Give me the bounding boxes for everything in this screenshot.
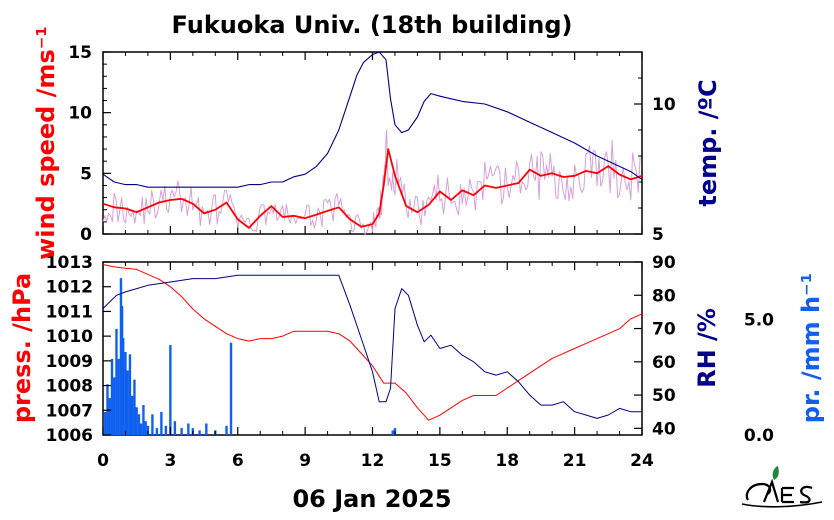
tick-labels: 0 3 6 9 12 15 18 21 2415105010510131012101110101…	[46, 43, 774, 471]
precip-bar	[115, 328, 118, 435]
y-tick-label: 10	[652, 95, 676, 115]
x-tick-label: 0	[97, 451, 109, 471]
precip-bar	[198, 430, 201, 435]
axis-ticks	[102, 51, 643, 436]
y-tick-label: 1006	[46, 426, 93, 446]
precip-bar	[104, 411, 107, 435]
x-tick-label: 21	[563, 451, 587, 471]
x-axis-label: 06 Jan 2025	[292, 485, 451, 513]
precip-bar	[146, 425, 150, 435]
institution-logo	[741, 466, 823, 508]
precip-bar	[113, 377, 116, 435]
pressure-axis-label: press. /hPa	[8, 273, 36, 423]
precip-bar	[124, 351, 127, 435]
precip-bar	[135, 407, 138, 435]
y-tick-label: 1011	[46, 302, 93, 322]
precip-bar	[122, 338, 125, 435]
y-tick-label: 1010	[46, 327, 93, 347]
series-lines	[102, 51, 643, 421]
x-tick-label: 24	[630, 451, 654, 471]
y-tick-label: 80	[652, 286, 676, 306]
precip-bar	[142, 405, 145, 435]
precip-bar	[137, 414, 141, 435]
precip-bar	[151, 414, 154, 435]
y-tick-label: 60	[652, 353, 676, 373]
x-tick-label: 9	[299, 451, 311, 471]
y-tick-label: 10	[68, 104, 92, 124]
y-tick-label: 15	[68, 43, 92, 63]
y-tick-label: 1013	[46, 253, 93, 273]
y-tick-label: 5	[80, 164, 92, 184]
temperature-line	[102, 51, 643, 188]
bottom-panel-frame	[102, 261, 643, 436]
precip-bar	[180, 428, 183, 435]
wind-axis-label: wind speed /ms⁻¹	[32, 26, 60, 260]
top-panel-frame	[102, 51, 643, 235]
y-tick-label: 1008	[46, 377, 93, 397]
temp-axis-label: temp. /ºC	[694, 79, 722, 206]
precip-bar	[169, 345, 172, 435]
y-tick-label: 40	[652, 419, 676, 439]
wind-raw-line	[102, 129, 641, 235]
x-tick-label: 3	[164, 451, 176, 471]
y-tick-label: 70	[652, 320, 676, 340]
precip-bar	[117, 358, 120, 435]
pressure-line	[102, 264, 643, 421]
precip-bar	[205, 423, 208, 435]
x-tick-label: 6	[232, 451, 244, 471]
y-tick-label: 90	[652, 253, 676, 273]
wind-speed-line	[102, 148, 643, 229]
precip-axis-label: pr. /mm h⁻¹	[797, 273, 825, 423]
y-tick-label: 0	[80, 225, 92, 245]
precip-bar	[126, 370, 129, 435]
precip-tick-label: 5.0	[744, 311, 774, 331]
precip-bar	[160, 411, 163, 435]
precip-bar	[130, 395, 134, 435]
precip-bar	[139, 423, 143, 435]
chart-title: Fukuoka Univ. (18th building)	[172, 11, 573, 39]
precip-bar	[110, 358, 114, 435]
precip-bar	[187, 423, 190, 435]
precip-bars	[104, 278, 397, 435]
precip-bar	[128, 354, 132, 435]
x-tick-label: 15	[428, 451, 452, 471]
precip-bar	[155, 428, 159, 435]
precip-tick-label: 0.0	[744, 426, 774, 446]
x-tick-label: 18	[495, 451, 519, 471]
x-tick-label: 12	[361, 451, 385, 471]
y-tick-label: 5	[652, 225, 664, 245]
rh-axis-label: RH /%	[693, 308, 721, 388]
y-tick-label: 50	[652, 386, 676, 406]
precip-bar	[173, 421, 177, 435]
precip-bar	[108, 398, 111, 435]
humidity-line	[102, 274, 642, 419]
precip-bar	[164, 425, 168, 435]
precip-bar	[229, 342, 233, 435]
y-tick-label: 1007	[46, 401, 93, 421]
precip-bar	[391, 430, 394, 435]
precip-bar	[144, 421, 147, 435]
precip-bar	[133, 379, 136, 435]
precip-bar	[225, 425, 228, 435]
y-tick-label: 1009	[46, 352, 93, 372]
precip-bar	[106, 384, 109, 435]
y-tick-label: 1012	[46, 278, 93, 298]
